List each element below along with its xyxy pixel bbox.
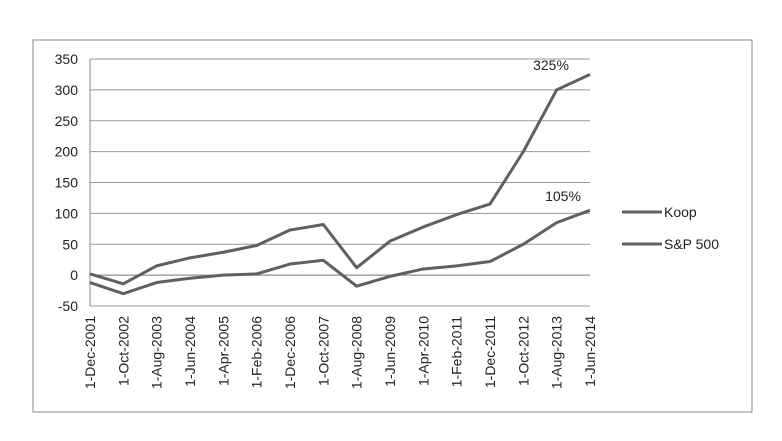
y-tick-label: 150 [55,175,79,191]
legend-label: S&P 500 [664,236,719,252]
x-tick-label: 1-Dec-2011 [482,316,498,388]
annotation: 105% [545,188,581,204]
x-tick-label: 1-Feb-2006 [249,316,265,389]
y-tick-label: 300 [55,82,79,98]
x-tick-label: 1-Apr-2005 [215,316,231,386]
x-tick-label: 1-Jun-2009 [382,316,398,387]
x-tick-label: 1-Aug-2013 [549,316,565,389]
legend-label: Koop [664,204,697,220]
y-tick-label: 100 [55,205,79,221]
x-tick-label: 1-Dec-2006 [282,316,298,389]
x-tick-label: 1-Jun-2004 [182,316,198,387]
y-tick-label: 350 [55,51,79,67]
x-tick-label: 1-Oct-2007 [315,316,331,386]
series-line [89,208,591,296]
y-tick-label: -50 [58,298,78,314]
x-tick-label: 1-Jun-2014 [582,316,598,387]
y-tick-label: 50 [62,236,78,252]
x-tick-label: 1-Oct-2002 [115,316,131,386]
chart-frame [32,39,753,413]
x-tick-label: 1-Oct-2012 [515,316,531,386]
x-tick-label: 1-Feb-2011 [449,316,465,388]
x-tick-label: 1-Aug-2008 [349,316,365,389]
series-line [89,73,591,286]
x-tick-label: 1-Dec-2001 [82,316,98,389]
y-tick-label: 250 [55,113,79,129]
y-tick-label: 200 [55,144,79,160]
x-tick-label: 1-Aug-2003 [149,316,165,389]
y-tick-label: 0 [70,267,78,283]
x-tick-label: 1-Apr-2010 [415,316,431,386]
annotation: 325% [533,57,569,73]
